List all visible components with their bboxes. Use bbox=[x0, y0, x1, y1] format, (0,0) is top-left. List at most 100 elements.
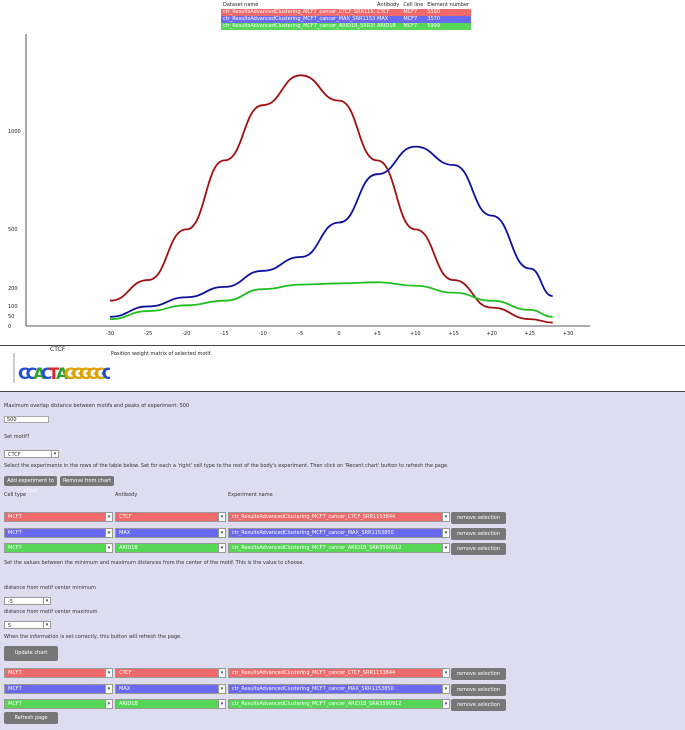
x-tick-group: -30 -25 -20 -15 -10 -5 0 +5 +10 +15 +20 +25 +30 bbox=[106, 331, 573, 337]
x-tick-label: -20 bbox=[182, 331, 190, 337]
motif-letter: G bbox=[64, 364, 77, 383]
update-chart-button[interactable]: Update chart bbox=[4, 646, 58, 661]
remove-selection-button[interactable]: remove selection bbox=[451, 684, 506, 696]
legend-cell-line: MCF7 bbox=[401, 16, 426, 23]
chevron-down-icon: ▾ bbox=[43, 622, 50, 628]
chevron-down-icon: ▾ bbox=[105, 685, 112, 693]
remove-selection-button[interactable]: remove selection bbox=[451, 699, 506, 711]
legend-dataset-name: ctr_ResultsAdvancedClustering_MCF7_cance… bbox=[221, 23, 375, 30]
antibody-select[interactable]: CTCF ▾ bbox=[115, 512, 226, 522]
legend-count: 5999 bbox=[425, 23, 472, 30]
antibody-select[interactable]: MAX ▾ bbox=[115, 528, 226, 538]
experiment-select[interactable]: ctr_ResultsAdvancedClustering_MCF7_cance… bbox=[228, 543, 450, 553]
y-tick-label: 100 bbox=[8, 304, 18, 310]
distance-input[interactable]: 500 bbox=[4, 416, 49, 423]
legend-cell-line: MCF7 bbox=[401, 23, 426, 30]
experiment-select[interactable]: ctr_ResultsAdvancedClustering_MCF7_cance… bbox=[228, 512, 450, 522]
motif-letter: C bbox=[102, 364, 110, 383]
x-tick-label: -15 bbox=[220, 331, 228, 337]
min-distance-select[interactable]: -5 ▾ bbox=[4, 597, 51, 605]
legend-dataset-name: ctr_ResultsAdvancedClustering_MCF7_cance… bbox=[221, 16, 375, 23]
max-distance-select[interactable]: 5 ▾ bbox=[4, 621, 51, 629]
motif-letter: A bbox=[56, 364, 69, 383]
legend-header-antibody: Antibody bbox=[377, 2, 400, 8]
motif-select-value: CTCF bbox=[8, 452, 21, 458]
x-tick-label: 0 bbox=[337, 331, 340, 337]
legend-header-dataset: Dataset name bbox=[223, 2, 259, 8]
motif-letter: G bbox=[79, 364, 92, 383]
legend-row: ctr_ResultsAdvancedClustering_MCF7_cance… bbox=[221, 23, 472, 30]
experiment-select[interactable]: ctr_ResultsAdvancedClustering_MCF7_cance… bbox=[228, 668, 450, 678]
profile-chart: 0 50 100 200 500 1000 -30 -25 -20 -15 -10 -5 0 +5 +10… bbox=[8, 34, 590, 337]
min-distance-label: distance from motif center minimum bbox=[4, 585, 97, 591]
experiment-select[interactable]: ctr_ResultsAdvancedClustering_MCF7_cance… bbox=[228, 699, 450, 709]
settings-panel: Maximum overlap distance between motifs … bbox=[0, 392, 685, 730]
col-header-experiment: Experiment name bbox=[228, 492, 273, 498]
remove-selection-button[interactable]: remove selection bbox=[451, 528, 506, 540]
chevron-down-icon: ▾ bbox=[442, 669, 449, 677]
legend-antibody: ARID1B bbox=[375, 23, 402, 30]
distance-label: Maximum overlap distance between motifs … bbox=[4, 403, 190, 409]
chevron-down-icon: ▾ bbox=[105, 529, 112, 537]
remove-selection-button[interactable]: remove selection bbox=[451, 512, 506, 524]
motif-letter: G bbox=[94, 364, 107, 383]
celltype-select[interactable]: MCF7 ▾ bbox=[4, 684, 113, 694]
legend-header-row: Dataset name Antibody Cell line Element … bbox=[221, 2, 471, 9]
celltype-select[interactable]: MCF7 ▾ bbox=[4, 528, 113, 538]
remove-experiment-button[interactable]: Remove from chart bbox=[60, 476, 114, 486]
legend-header-cell: Cell line bbox=[403, 2, 424, 8]
experiment-value: ctr_ResultsAdvancedClustering_MCF7_cance… bbox=[232, 545, 402, 551]
experiment-value: ctr_ResultsAdvancedClustering_MCF7_cance… bbox=[232, 670, 396, 676]
antibody-select[interactable]: ARID1B ▾ bbox=[115, 699, 226, 709]
x-tick-label: -25 bbox=[144, 331, 152, 337]
y-tick-label: 0 bbox=[8, 324, 11, 330]
motif-letter: G bbox=[71, 364, 84, 383]
series-line bbox=[109, 74, 553, 324]
add-experiment-button[interactable]: Add experiment to chart bbox=[4, 476, 57, 494]
antibody-select[interactable]: ARID1B ▾ bbox=[115, 543, 226, 553]
motif-letter: G bbox=[86, 364, 99, 383]
y-tick-label: 200 bbox=[8, 286, 18, 292]
motif-letter: A bbox=[33, 364, 46, 383]
x-tick-label: -30 bbox=[106, 331, 114, 337]
x-tick-label: +15 bbox=[448, 331, 459, 337]
x-tick-label: -5 bbox=[298, 331, 303, 337]
x-tick-label: +25 bbox=[525, 331, 536, 337]
x-tick-label: +5 bbox=[373, 331, 380, 337]
celltype-select[interactable]: MCF7 ▾ bbox=[4, 543, 113, 553]
legend-count: 3570 bbox=[425, 16, 472, 23]
legend-antibody: MAX bbox=[375, 16, 402, 23]
min-distance-value: -5 bbox=[8, 599, 13, 605]
celltype-value: MCF7 bbox=[8, 514, 22, 520]
legend-row: ctr_ResultsAdvancedClustering_MCF7_cance… bbox=[221, 16, 472, 23]
antibody-value: MAX bbox=[119, 530, 131, 536]
remove-selection-button[interactable]: remove selection bbox=[451, 543, 506, 555]
chevron-down-icon: ▾ bbox=[105, 669, 112, 677]
chevron-down-icon: ▾ bbox=[442, 544, 449, 552]
experiment-select[interactable]: ctr_ResultsAdvancedClustering_MCF7_cance… bbox=[228, 528, 450, 538]
chevron-down-icon: ▾ bbox=[218, 513, 225, 521]
celltype-select[interactable]: MCF7 ▾ bbox=[4, 512, 113, 522]
celltype-select[interactable]: MCF7 ▾ bbox=[4, 668, 113, 678]
antibody-select[interactable]: MAX ▾ bbox=[115, 684, 226, 694]
experiment-select[interactable]: ctr_ResultsAdvancedClustering_MCF7_cance… bbox=[228, 684, 450, 694]
chevron-down-icon: ▾ bbox=[218, 544, 225, 552]
chevron-down-icon: ▾ bbox=[218, 529, 225, 537]
antibody-select[interactable]: CTCF ▾ bbox=[115, 668, 226, 678]
col-header-antibody: Antibody bbox=[115, 492, 138, 498]
celltype-value: MCF7 bbox=[8, 530, 22, 536]
legend-count: 5590 bbox=[425, 9, 472, 16]
celltype-select[interactable]: MCF7 ▾ bbox=[4, 699, 113, 709]
y-tick-label: 50 bbox=[8, 314, 14, 320]
x-tick-label: +20 bbox=[486, 331, 497, 337]
legend-row: ctr_ResultsAdvancedClustering_MCF7_cance… bbox=[221, 9, 472, 16]
motif-caption: Position weight matrix of selected motif… bbox=[111, 351, 212, 357]
remove-selection-button[interactable]: remove selection bbox=[451, 668, 506, 680]
refresh-page-button[interactable]: Refresh page bbox=[4, 712, 58, 724]
instructions-text: Select the experiments in the rows of th… bbox=[4, 463, 449, 469]
y-tick-label: 1000 bbox=[8, 129, 21, 135]
series-line bbox=[109, 145, 553, 318]
motif-select[interactable]: CTCF ▾ bbox=[4, 450, 59, 458]
experiment-value: ctr_ResultsAdvancedClustering_MCF7_cance… bbox=[232, 530, 394, 536]
